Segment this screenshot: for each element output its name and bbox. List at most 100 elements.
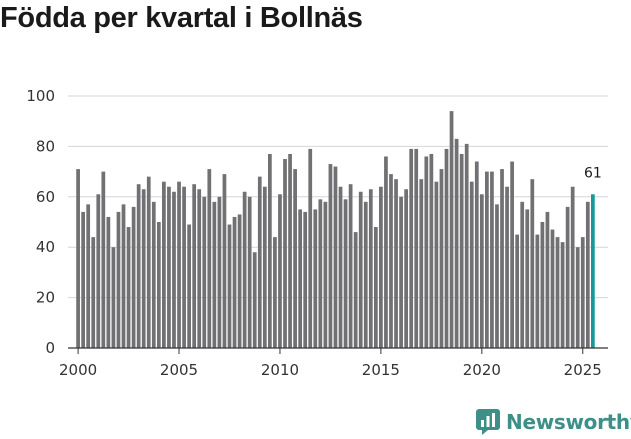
bar-2025K3 <box>590 194 595 348</box>
brand-name: Newsworthy <box>506 410 631 434</box>
bar-2024K2 <box>565 206 570 348</box>
bar-2013K3 <box>348 184 353 348</box>
bar-2017K2 <box>424 156 429 348</box>
y-tick-label-80: 80 <box>36 137 55 155</box>
bar-2017K3 <box>429 153 434 348</box>
bar-2018K2 <box>444 148 449 348</box>
bar-2002K4 <box>131 206 136 348</box>
bar-2012K1 <box>318 199 323 348</box>
bar-2006K1 <box>197 189 202 348</box>
bar-2015K3 <box>389 174 393 348</box>
bar-2002K1 <box>116 211 121 348</box>
bar-2011K2 <box>303 211 308 348</box>
bar-2003K1 <box>136 184 141 348</box>
bar-2022K4 <box>535 234 540 348</box>
bar-2006K4 <box>212 201 217 348</box>
bar-2010K1 <box>278 194 282 348</box>
bar-2011K1 <box>298 209 303 348</box>
bar-2012K2 <box>323 201 328 348</box>
bar-2003K2 <box>141 189 146 348</box>
bar-2005K4 <box>192 184 197 348</box>
bar-2010K3 <box>288 153 292 348</box>
bar-2014K2 <box>363 201 368 348</box>
bar-2008K3 <box>247 196 252 348</box>
x-tick-label-2000: 2000 <box>59 361 97 379</box>
bar-2001K4 <box>111 247 116 348</box>
data-label-2025K3: 61 <box>584 165 602 181</box>
bar-2001K3 <box>106 216 111 348</box>
bar-2020K4 <box>495 204 499 348</box>
x-tick-label-2005: 2005 <box>160 361 198 379</box>
bar-2019K4 <box>474 161 479 348</box>
bar-2000K4 <box>91 237 96 348</box>
bar-2016K2 <box>404 189 408 348</box>
y-tick-label-100: 100 <box>26 87 55 105</box>
bar-2019K2 <box>464 143 469 348</box>
bar-2000K1 <box>76 169 80 348</box>
bar-2008K2 <box>242 191 247 348</box>
bar-2021K3 <box>510 161 514 348</box>
bar-2006K2 <box>202 196 207 348</box>
bar-2016K1 <box>399 196 403 348</box>
y-tick-label-0: 0 <box>45 339 55 357</box>
x-tick-label-2015: 2015 <box>362 361 400 379</box>
bar-2014K4 <box>373 227 378 348</box>
bar-2024K4 <box>575 247 580 348</box>
bar-2013K1 <box>338 186 343 348</box>
bar-2016K3 <box>409 148 414 348</box>
bar-2013K2 <box>343 199 348 348</box>
bar-2022K1 <box>520 201 525 348</box>
newsworthy-logo: Newsworthy <box>476 408 631 436</box>
bar-2002K3 <box>126 227 131 348</box>
bar-2018K4 <box>454 138 459 348</box>
bar-2009K3 <box>268 153 272 348</box>
bar-2005K2 <box>182 186 186 348</box>
bar-2023K3 <box>550 229 555 348</box>
bar-2020K2 <box>485 171 489 348</box>
bar-2013K4 <box>353 232 358 348</box>
bar-2000K3 <box>86 204 91 348</box>
bar-2021K4 <box>515 234 520 348</box>
bar-2023K1 <box>540 222 545 348</box>
bar-2004K4 <box>172 191 176 348</box>
x-tick-label-2025: 2025 <box>564 361 602 379</box>
bar-2006K3 <box>207 169 212 348</box>
newsworthy-logo-icon <box>476 409 500 435</box>
bar-2007K4 <box>232 216 237 348</box>
bar-2005K1 <box>177 181 181 348</box>
y-tick-label-60: 60 <box>36 188 55 206</box>
bar-2015K2 <box>384 156 388 348</box>
bar-2011K4 <box>313 209 318 348</box>
bar-2005K3 <box>187 224 191 348</box>
bar-2003K4 <box>151 201 156 348</box>
bar-2024K1 <box>560 242 565 348</box>
x-tick-label-2020: 2020 <box>463 361 501 379</box>
bar-2009K2 <box>262 186 267 348</box>
bar-2001K2 <box>101 171 106 348</box>
x-tick-label-2010: 2010 <box>261 361 299 379</box>
bar-2007K1 <box>217 196 222 348</box>
bar-2023K2 <box>545 211 550 348</box>
axes: 0 20 40 60 80 100 2000 2005 2010 2015 2020 2025 <box>26 87 608 379</box>
bar-2004K3 <box>167 186 171 348</box>
bars <box>76 111 595 349</box>
bar-2014K3 <box>368 189 373 348</box>
bar-2017K4 <box>434 181 439 348</box>
bar-2020K3 <box>490 171 494 348</box>
bar-2016K4 <box>414 148 419 348</box>
bar-2020K1 <box>479 194 484 348</box>
bar-2022K3 <box>530 179 535 348</box>
bar-2007K2 <box>222 174 227 348</box>
bar-2009K1 <box>257 176 262 348</box>
bar-2015K1 <box>379 186 383 348</box>
bar-2023K4 <box>555 237 560 348</box>
bar-2019K3 <box>469 181 474 348</box>
bar-2021K1 <box>500 169 504 348</box>
bar-2001K1 <box>96 194 101 348</box>
bar-2024K3 <box>570 186 575 348</box>
bar-2014K1 <box>358 191 363 348</box>
bar-2010K2 <box>283 159 287 348</box>
bar-2021K2 <box>505 186 509 348</box>
bar-2009K4 <box>273 237 277 348</box>
